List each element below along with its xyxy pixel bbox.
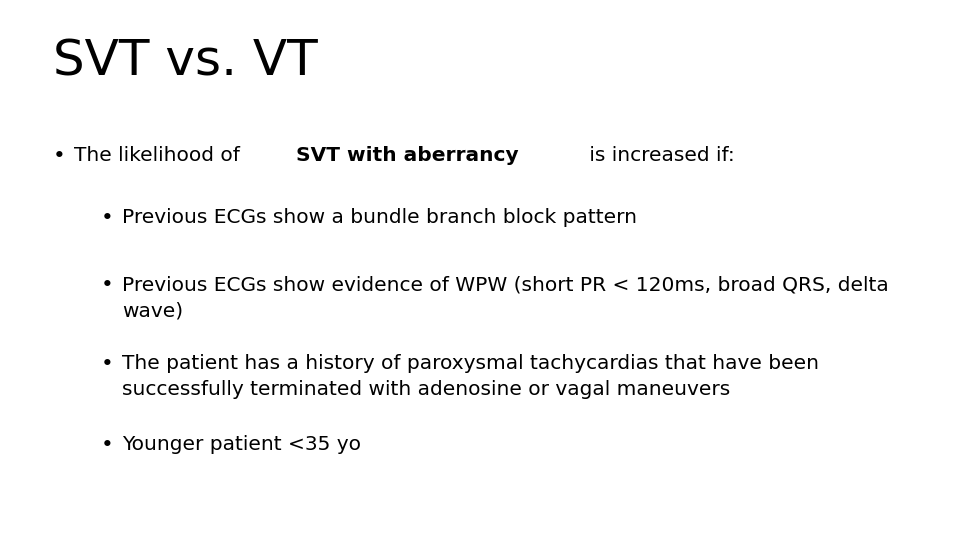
Text: The likelihood of: The likelihood of [74, 146, 246, 165]
Text: •: • [53, 146, 65, 166]
Text: SVT with aberrancy: SVT with aberrancy [297, 146, 518, 165]
Text: •: • [101, 435, 113, 455]
Text: SVT vs. VT: SVT vs. VT [53, 38, 318, 86]
Text: •: • [101, 354, 113, 374]
Text: •: • [101, 208, 113, 228]
Text: Younger patient <35 yo: Younger patient <35 yo [122, 435, 361, 454]
Text: is increased if:: is increased if: [584, 146, 735, 165]
Text: •: • [101, 275, 113, 295]
Text: Previous ECGs show evidence of WPW (short PR < 120ms, broad QRS, delta
wave): Previous ECGs show evidence of WPW (shor… [122, 275, 889, 321]
Text: Previous ECGs show a bundle branch block pattern: Previous ECGs show a bundle branch block… [122, 208, 636, 227]
Text: The patient has a history of paroxysmal tachycardias that have been
successfully: The patient has a history of paroxysmal … [122, 354, 819, 399]
